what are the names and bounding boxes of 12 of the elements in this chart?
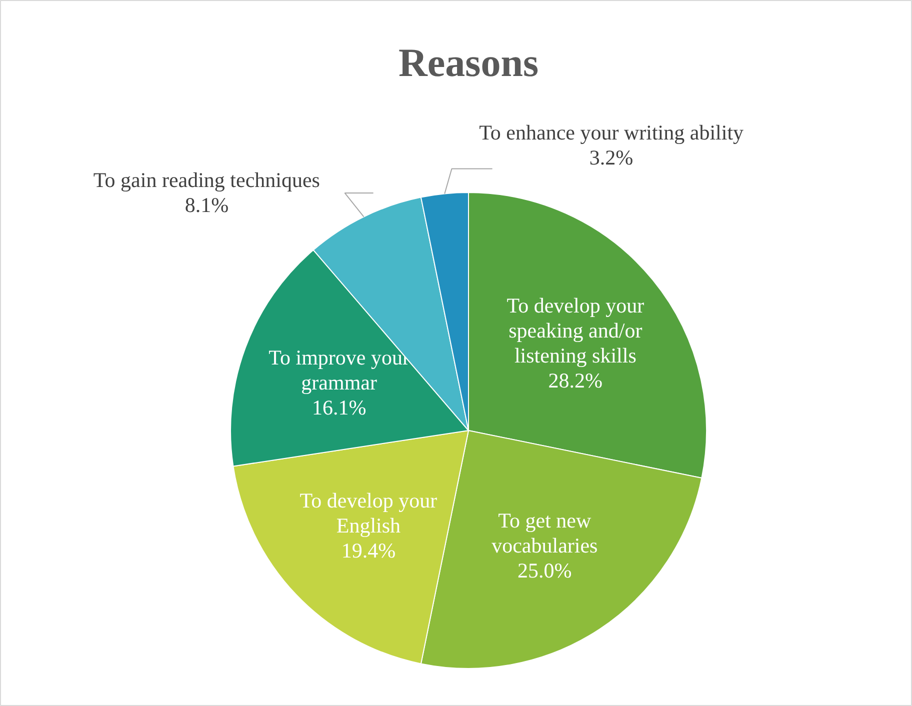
data-label: 28.2%: [548, 368, 603, 393]
data-label: 3.2%: [589, 145, 634, 170]
slice-label: To enhance your writing ability: [479, 120, 744, 144]
slice-label: To get new vocabularies: [492, 508, 598, 558]
slice-label: To develop your speaking and/or listening skills: [506, 294, 644, 368]
data-label: 16.1%: [312, 396, 366, 420]
chart-title: Reasons: [398, 40, 539, 85]
slice-label: To gain reading techniques: [93, 168, 320, 192]
data-label: 19.4%: [341, 538, 396, 563]
slice-label: To develop your English: [300, 488, 438, 538]
data-label: 8.1%: [184, 193, 229, 217]
data-label: 25.0%: [518, 558, 572, 583]
